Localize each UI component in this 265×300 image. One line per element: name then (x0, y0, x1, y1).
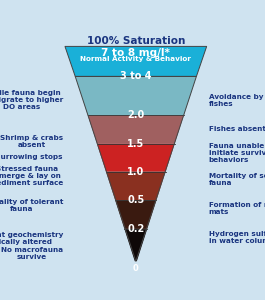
Polygon shape (75, 76, 196, 115)
Text: Fauna unable to escape;
initiate survival
behaviors: Fauna unable to escape; initiate surviva… (209, 143, 265, 163)
Polygon shape (65, 46, 207, 76)
Text: Stressed fauna
emerge & lay on
sediment surface: Stressed fauna emerge & lay on sediment … (0, 166, 63, 186)
Text: 0.2: 0.2 (127, 224, 144, 234)
Text: 1.0: 1.0 (127, 167, 144, 177)
Text: Fishes absent: Fishes absent (209, 126, 265, 132)
Polygon shape (115, 200, 157, 229)
Text: 7 to 8 mg/l*: 7 to 8 mg/l* (101, 48, 170, 58)
Text: 100% Saturation: 100% Saturation (87, 36, 185, 46)
Polygon shape (97, 144, 175, 172)
Text: Mobile fauna begin
to migrate to higher
DO areas: Mobile fauna begin to migrate to higher … (0, 90, 63, 110)
Text: Mortality of tolerant
fauna: Mortality of tolerant fauna (0, 199, 63, 212)
Text: 3 to 4: 3 to 4 (120, 71, 152, 81)
Polygon shape (106, 172, 166, 200)
Text: No macrofauna
survive: No macrofauna survive (1, 247, 63, 260)
Text: Sediment geochemistry
drastically altered: Sediment geochemistry drastically altere… (0, 232, 63, 244)
Polygon shape (124, 229, 147, 261)
Text: Formation of microbial
mats: Formation of microbial mats (209, 202, 265, 215)
Text: Shrimp & crabs
absent: Shrimp & crabs absent (0, 135, 63, 148)
Text: Normal Activity & Behavior: Normal Activity & Behavior (80, 56, 191, 62)
Text: Hydrogen sulfide builds up
in water column: Hydrogen sulfide builds up in water colu… (209, 231, 265, 244)
Text: 2.0: 2.0 (127, 110, 144, 120)
Text: 0.5: 0.5 (127, 195, 144, 205)
Text: Avoidance by
fishes: Avoidance by fishes (209, 94, 263, 107)
Polygon shape (88, 115, 184, 144)
Text: Burrowing stops: Burrowing stops (0, 154, 63, 160)
Text: Mortality of sensitive
fauna: Mortality of sensitive fauna (209, 173, 265, 186)
Text: 1.5: 1.5 (127, 139, 144, 149)
Text: 0: 0 (133, 264, 139, 273)
